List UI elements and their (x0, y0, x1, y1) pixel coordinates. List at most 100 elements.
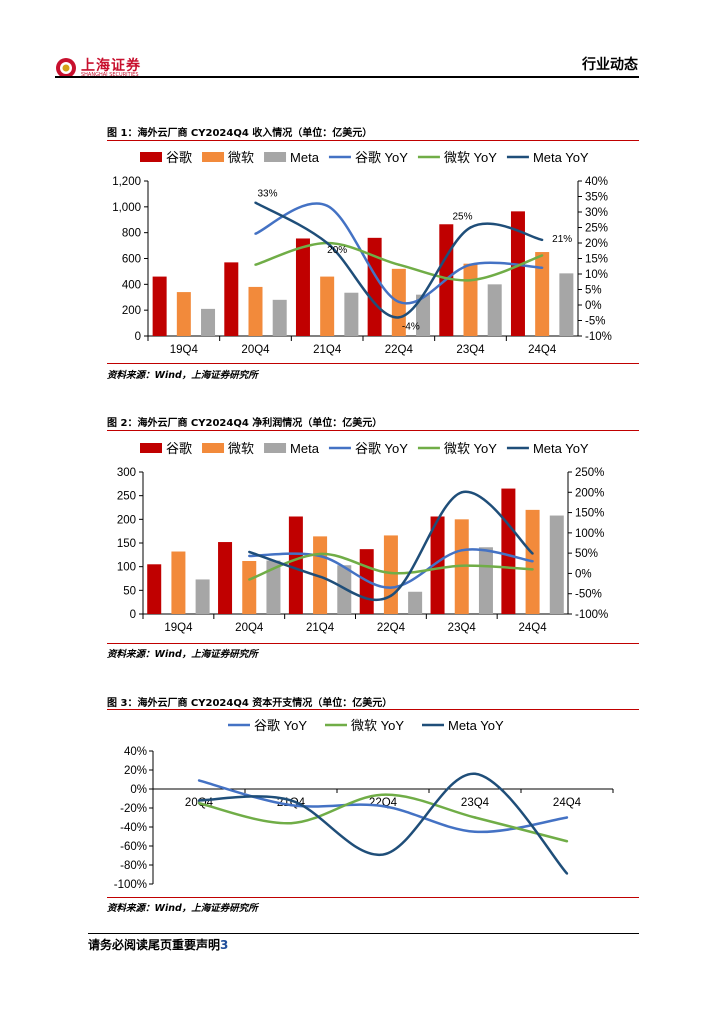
figure-3-source: 资料来源：Wind，上海证券研究所 (107, 903, 258, 914)
legend-label-4: 微软 YoY (444, 441, 497, 456)
page-footer: 请务必阅读尾页重要声明3 (88, 936, 228, 953)
legend-label-1: 微软 YoY (351, 718, 404, 733)
capex-chart: 谷歌 YoY 微软 YoY Meta YoY -100% -80% -60% -40% -20… (114, 718, 614, 891)
bar-meta-23Q4 (478, 547, 493, 614)
x-tick-label: 21Q4 (313, 344, 342, 356)
y-tick-label: 600 (122, 254, 141, 266)
y-tick-label: 250 (117, 491, 136, 503)
y2-tick-label: 50% (575, 548, 598, 560)
y2-tick-label: -100% (575, 609, 608, 621)
legend-swatch-0 (140, 443, 162, 453)
y2-tick-label: 20% (585, 238, 608, 250)
bar-microsoft-22Q4 (383, 535, 398, 614)
y2-tick-label: 10% (585, 269, 608, 281)
point-google-yoy-22Q4 (381, 804, 385, 808)
figure-2-title: 图 2：海外云厂商 CY2024Q4 净利润情况（单位：亿美元） (107, 418, 383, 429)
bar-microsoft-24Q4 (535, 252, 550, 336)
point-google-yoy-23Q4 (469, 263, 472, 266)
header-divider (55, 76, 639, 78)
point-microsoft-yoy-22Q4 (397, 263, 401, 266)
point-microsoft-yoy-22Q4 (389, 571, 393, 575)
x-tick-label: 20Q4 (235, 622, 264, 634)
point-meta-yoy-21Q4 (289, 799, 293, 802)
x-tick-label: 23Q4 (461, 797, 490, 809)
data-label-21Q4: 20% (327, 245, 347, 256)
point-microsoft-yoy-24Q4 (531, 568, 534, 571)
x-tick-label: 19Q4 (170, 344, 199, 356)
data-label-22Q4: -4% (402, 321, 420, 332)
point-google-yoy-24Q4 (531, 560, 534, 563)
legend-label-2: Meta (290, 150, 320, 165)
y-tick-label: -60% (120, 841, 147, 853)
point-meta-yoy-22Q4 (397, 316, 401, 319)
bar-google-23Q4 (430, 516, 445, 614)
y-tick-label: 300 (117, 467, 136, 479)
logo-subtext: SHANGHAI SECURITIES (81, 72, 139, 78)
point-meta-yoy-23Q4 (469, 226, 472, 229)
data-label-20Q4: 33% (257, 189, 277, 200)
logo-text: 上海证券 (81, 58, 141, 74)
revenue-chart: 谷歌 微软 Meta 谷歌 YoY 微软 YoY Meta YoY 0 200 400 600 80… (112, 150, 612, 356)
bar-microsoft-23Q4 (463, 263, 478, 336)
figure-3-rule (107, 709, 639, 710)
figure-3-title: 图 3：海外云厂商 CY2024Q4 资本开支情况（单位：亿美元） (107, 698, 393, 709)
y-tick-label: 150 (117, 538, 136, 550)
point-google-yoy-21Q4 (289, 803, 293, 807)
x-tick-label: 21Q4 (306, 622, 335, 634)
net-profit-chart: 谷歌 微软 Meta 谷歌 YoY 微软 YoY Meta YoY 0 50 100 150 200… (117, 441, 608, 634)
legend-swatch-0 (140, 152, 162, 162)
figure-2-source: 资料来源：Wind，上海证券研究所 (107, 649, 258, 660)
page-header: 上海证券 SHANGHAI SECURITIES 行业动态 (0, 0, 724, 80)
legend-swatch-1 (202, 443, 225, 453)
point-meta-yoy-21Q4 (325, 241, 329, 245)
x-tick-label: 22Q4 (377, 622, 406, 634)
point-microsoft-yoy-23Q4 (460, 564, 463, 567)
y2-tick-label: 250% (575, 467, 604, 479)
data-label-24Q4: 21% (552, 234, 572, 245)
y-tick-label: -20% (120, 803, 147, 815)
logo-emblem-icon (56, 58, 76, 78)
bar-google-19Q4 (147, 564, 162, 614)
point-google-yoy-21Q4 (318, 554, 322, 558)
y2-tick-label: 30% (585, 207, 608, 219)
x-tick-label: 19Q4 (164, 622, 193, 634)
point-meta-yoy-20Q4 (197, 799, 201, 802)
y-tick-label: 1,000 (112, 202, 141, 214)
point-google-yoy-20Q4 (248, 554, 251, 558)
point-microsoft-yoy-20Q4 (254, 263, 257, 266)
bar-google-19Q4 (152, 276, 167, 336)
figure-1-rule (107, 140, 639, 141)
point-microsoft-yoy-21Q4 (318, 552, 322, 556)
y-tick-label: 20% (124, 765, 147, 777)
figure-3-bottom-rule (107, 897, 639, 898)
legend-label-0: 谷歌 (166, 150, 192, 165)
y-tick-label: 800 (122, 228, 141, 240)
bar-microsoft-21Q4 (320, 276, 335, 336)
point-google-yoy-20Q4 (197, 779, 201, 782)
point-google-yoy-22Q4 (389, 586, 393, 589)
legend-label-3: 谷歌 YoY (355, 441, 408, 456)
bar-google-24Q4 (510, 211, 525, 336)
legend-swatch-2 (264, 152, 287, 162)
y-tick-label: -80% (120, 860, 147, 872)
footer-divider (88, 933, 639, 934)
line-meta-yoy (198, 772, 568, 875)
bar-meta-19Q4 (201, 308, 216, 336)
legend-swatch-1 (202, 152, 225, 162)
bar-google-22Q4 (367, 237, 382, 336)
legend-label-4: 微软 YoY (444, 150, 497, 165)
point-google-yoy-24Q4 (540, 266, 544, 269)
y-tick-label: 100 (117, 562, 136, 574)
y2-tick-label: 40% (585, 176, 608, 188)
point-microsoft-yoy-20Q4 (248, 578, 251, 581)
point-meta-yoy-24Q4 (531, 552, 534, 555)
point-meta-yoy-24Q4 (540, 238, 544, 242)
y-tick-label: 400 (122, 279, 141, 291)
bar-meta-20Q4 (266, 560, 281, 614)
bar-microsoft-20Q4 (242, 560, 257, 614)
y2-tick-label: 5% (585, 285, 602, 297)
y2-tick-label: 0% (575, 568, 592, 580)
point-microsoft-yoy-20Q4 (197, 802, 201, 805)
point-google-yoy-23Q4 (473, 830, 477, 833)
point-meta-yoy-22Q4 (381, 853, 385, 856)
